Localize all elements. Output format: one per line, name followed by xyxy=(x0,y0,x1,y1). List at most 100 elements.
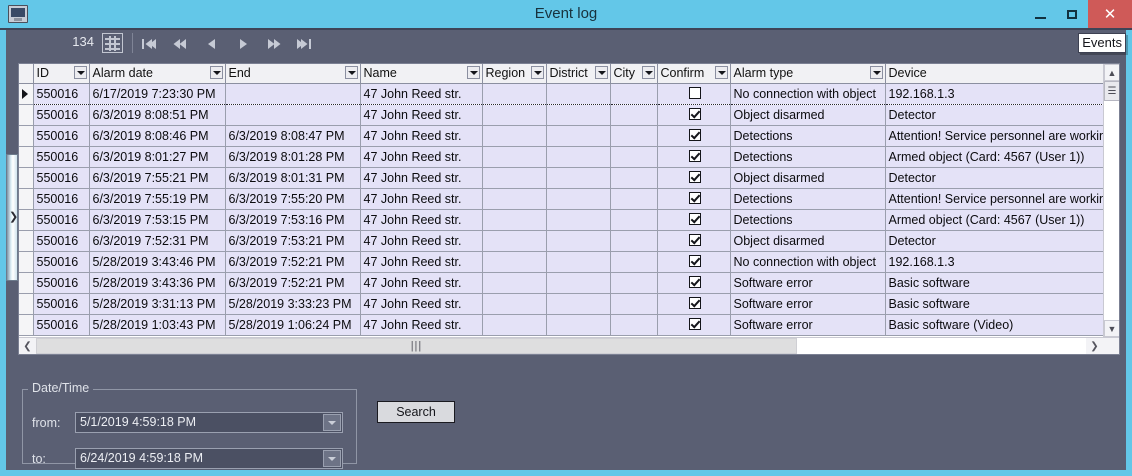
cell-end[interactable]: 6/3/2019 8:01:31 PM xyxy=(225,167,361,189)
filter-dropdown-icon-id[interactable] xyxy=(73,66,87,79)
cell-id[interactable]: 550016 xyxy=(33,167,90,189)
cell-type[interactable]: No connection with object xyxy=(730,251,886,273)
cell-alarmdate[interactable]: 6/3/2019 7:55:19 PM xyxy=(89,188,226,210)
cell-region[interactable] xyxy=(482,230,547,252)
checkbox-checked-icon[interactable] xyxy=(689,255,701,268)
table-grid-icon[interactable] xyxy=(102,33,123,53)
cell-city[interactable] xyxy=(610,230,658,252)
cell-confirm[interactable] xyxy=(657,188,731,210)
to-date-input[interactable]: 6/24/2019 4:59:18 PM xyxy=(75,448,343,469)
cell-name[interactable]: 47 John Reed str. xyxy=(360,82,483,105)
row-selector[interactable] xyxy=(19,230,34,252)
cell-end[interactable] xyxy=(225,82,361,105)
grid-horizontal-scrollbar[interactable]: ❮ ||| ❯ xyxy=(19,337,1119,354)
previous-record-button[interactable] xyxy=(197,30,227,58)
column-header-end[interactable]: End xyxy=(225,64,361,84)
row-selector[interactable] xyxy=(19,167,34,189)
cell-confirm[interactable] xyxy=(657,125,731,147)
from-date-dropdown-icon[interactable] xyxy=(323,414,341,431)
cell-region[interactable] xyxy=(482,272,547,294)
tab-events[interactable]: Events xyxy=(1078,33,1126,53)
cell-city[interactable] xyxy=(610,314,658,336)
cell-district[interactable] xyxy=(546,104,611,126)
cell-city[interactable] xyxy=(610,188,658,210)
table-row[interactable]: 550016 5/28/2019 3:31:13 PM 5/28/2019 3:33… xyxy=(19,293,1119,315)
search-button[interactable]: Search xyxy=(377,401,455,423)
table-row[interactable]: 550016 5/28/2019 3:43:36 PM 6/3/2019 7:52:… xyxy=(19,272,1119,294)
row-selector[interactable] xyxy=(19,314,34,336)
cell-confirm[interactable] xyxy=(657,314,731,336)
cell-alarmdate[interactable]: 6/3/2019 7:52:31 PM xyxy=(89,230,226,252)
cell-id[interactable]: 550016 xyxy=(33,146,90,168)
filter-dropdown-icon-name[interactable] xyxy=(466,66,480,79)
cell-district[interactable] xyxy=(546,230,611,252)
cell-type[interactable]: Software error xyxy=(730,293,886,315)
column-header-type[interactable]: Alarm type xyxy=(730,64,886,84)
filter-dropdown-icon-confirm[interactable] xyxy=(714,66,728,79)
last-record-button[interactable] xyxy=(289,30,319,58)
column-header-device[interactable]: Device xyxy=(885,64,1119,84)
cell-region[interactable] xyxy=(482,293,547,315)
cell-name[interactable]: 47 John Reed str. xyxy=(360,209,483,231)
cell-confirm[interactable] xyxy=(657,272,731,294)
table-row[interactable]: 550016 5/28/2019 1:03:43 PM 5/28/2019 1:06… xyxy=(19,314,1119,336)
cell-name[interactable]: 47 John Reed str. xyxy=(360,251,483,273)
cell-alarmdate[interactable]: 6/3/2019 8:01:27 PM xyxy=(89,146,226,168)
row-selector[interactable] xyxy=(19,146,34,168)
column-header-id[interactable]: ID xyxy=(33,64,90,84)
cell-confirm[interactable] xyxy=(657,146,731,168)
first-record-button[interactable] xyxy=(134,30,164,58)
checkbox-checked-icon[interactable] xyxy=(689,234,701,247)
cell-device[interactable]: Attention! Service personnel are workin xyxy=(885,125,1119,147)
sidebar-splitter-handle[interactable]: ❯ xyxy=(6,154,18,281)
filter-dropdown-icon-city[interactable] xyxy=(641,66,655,79)
cell-district[interactable] xyxy=(546,188,611,210)
cell-confirm[interactable] xyxy=(657,209,731,231)
table-row[interactable]: 550016 6/3/2019 7:55:21 PM 6/3/2019 8:01:3… xyxy=(19,167,1119,189)
row-selector[interactable] xyxy=(19,104,34,126)
cell-type[interactable]: Detections xyxy=(730,146,886,168)
filter-dropdown-icon-end[interactable] xyxy=(344,66,358,79)
cell-district[interactable] xyxy=(546,293,611,315)
grid-vertical-scrollbar[interactable]: ▲ ☰ ▼ xyxy=(1103,64,1119,337)
cell-name[interactable]: 47 John Reed str. xyxy=(360,146,483,168)
cell-device[interactable]: Detector xyxy=(885,230,1119,252)
column-header-city[interactable]: City xyxy=(610,64,658,84)
row-selector[interactable] xyxy=(19,272,34,294)
cell-type[interactable]: Object disarmed xyxy=(730,167,886,189)
checkbox-checked-icon[interactable] xyxy=(689,276,701,289)
cell-alarmdate[interactable]: 5/28/2019 3:43:46 PM xyxy=(89,251,226,273)
cell-end[interactable]: 6/3/2019 7:55:20 PM xyxy=(225,188,361,210)
cell-id[interactable]: 550016 xyxy=(33,251,90,273)
cell-device[interactable]: Detector xyxy=(885,104,1119,126)
cell-id[interactable]: 550016 xyxy=(33,230,90,252)
cell-id[interactable]: 550016 xyxy=(33,188,90,210)
cell-district[interactable] xyxy=(546,82,611,105)
cell-alarmdate[interactable]: 5/28/2019 3:43:36 PM xyxy=(89,272,226,294)
filter-dropdown-icon-type[interactable] xyxy=(869,66,883,79)
cell-end[interactable]: 6/3/2019 7:53:16 PM xyxy=(225,209,361,231)
cell-alarmdate[interactable]: 6/3/2019 7:53:15 PM xyxy=(89,209,226,231)
scroll-down-button[interactable]: ▼ xyxy=(1104,320,1119,337)
close-button[interactable]: ✕ xyxy=(1088,0,1132,28)
row-selector[interactable] xyxy=(19,293,34,315)
column-header-alarmdate[interactable]: Alarm date xyxy=(89,64,226,84)
cell-type[interactable]: Detections xyxy=(730,125,886,147)
cell-end[interactable]: 5/28/2019 3:33:23 PM xyxy=(225,293,361,315)
cell-device[interactable]: 192.168.1.3 xyxy=(885,82,1119,105)
column-header-confirm[interactable]: Confirm xyxy=(657,64,731,84)
minimize-button[interactable] xyxy=(1024,0,1056,28)
cell-device[interactable]: 192.168.1.3 xyxy=(885,251,1119,273)
table-row[interactable]: 550016 6/3/2019 8:08:46 PM 6/3/2019 8:08:4… xyxy=(19,125,1119,147)
filter-dropdown-icon-district[interactable] xyxy=(594,66,608,79)
cell-name[interactable]: 47 John Reed str. xyxy=(360,272,483,294)
cell-district[interactable] xyxy=(546,272,611,294)
cell-alarmdate[interactable]: 6/3/2019 7:55:21 PM xyxy=(89,167,226,189)
checkbox-checked-icon[interactable] xyxy=(689,171,701,184)
table-row[interactable]: 550016 6/3/2019 8:08:51 PM 47 John Reed st… xyxy=(19,104,1119,126)
cell-type[interactable]: Object disarmed xyxy=(730,104,886,126)
cell-region[interactable] xyxy=(482,188,547,210)
cell-name[interactable]: 47 John Reed str. xyxy=(360,230,483,252)
cell-region[interactable] xyxy=(482,125,547,147)
cell-district[interactable] xyxy=(546,125,611,147)
